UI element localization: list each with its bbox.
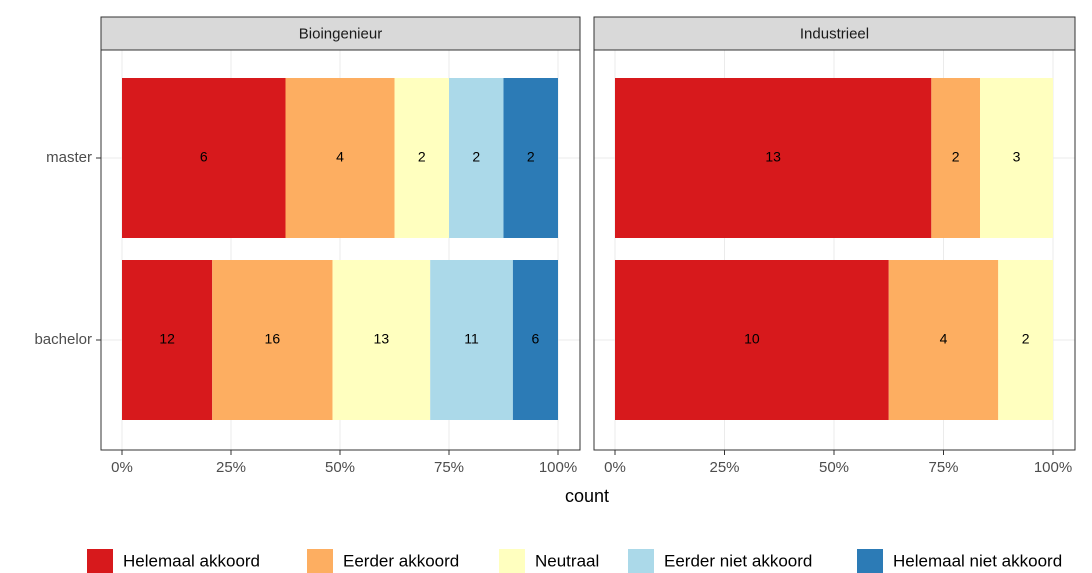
data-label: 3: [1013, 149, 1021, 165]
x-tick-label: 75%: [928, 459, 958, 476]
data-label: 2: [472, 149, 480, 165]
data-label: 13: [765, 149, 781, 165]
legend-swatch: [857, 549, 883, 573]
panel-border: [100, 49, 581, 451]
panel-title: Bioingenieur: [299, 25, 382, 42]
x-tick-label: 75%: [434, 459, 464, 476]
x-axis-label: count: [565, 486, 609, 506]
strip: [100, 16, 581, 51]
data-label: 4: [336, 149, 344, 165]
data-label: 10: [744, 331, 760, 347]
data-label: 11: [464, 331, 479, 347]
bar-segment: [980, 78, 1053, 238]
bar-segment: [931, 78, 980, 238]
bar-segment: [394, 78, 449, 238]
legend-label: Helemaal niet akkoord: [893, 551, 1062, 570]
data-label: 2: [527, 149, 535, 165]
bar-segment: [212, 260, 333, 420]
legend-label: Eerder niet akkoord: [664, 551, 812, 570]
data-label: 2: [418, 149, 426, 165]
y-tick-label: bachelor: [34, 331, 92, 348]
bar-segment: [503, 78, 558, 238]
bar-segment: [888, 260, 999, 420]
y-tick-label: master: [46, 149, 92, 166]
data-label: 2: [952, 149, 960, 165]
bar-segment: [449, 78, 504, 238]
x-tick-label: 50%: [819, 459, 849, 476]
bar-segment: [998, 260, 1053, 420]
bar-segment: [512, 260, 558, 420]
bar-segment: [430, 260, 513, 420]
data-label: 4: [940, 331, 948, 347]
data-label: 6: [532, 331, 540, 347]
legend-swatch: [628, 549, 654, 573]
data-label: 13: [374, 331, 390, 347]
data-label: 16: [265, 331, 281, 347]
x-tick-label: 0%: [604, 459, 626, 476]
x-tick-label: 0%: [111, 459, 133, 476]
x-tick-label: 25%: [216, 459, 246, 476]
legend-swatch: [307, 549, 333, 573]
bar-segment: [615, 78, 932, 238]
panel-border: [593, 49, 1076, 451]
legend-label: Helemaal akkoord: [123, 551, 260, 570]
bar-segment: [615, 260, 889, 420]
legend-label: Neutraal: [535, 551, 599, 570]
data-label: 2: [1022, 331, 1030, 347]
x-tick-label: 100%: [1034, 459, 1072, 476]
strip: [593, 16, 1076, 51]
bar-segment: [332, 260, 431, 420]
bar-segment: [285, 78, 395, 238]
bar-segment: [122, 260, 213, 420]
panel-title: Industrieel: [800, 25, 869, 42]
x-tick-label: 50%: [325, 459, 355, 476]
x-tick-label: 25%: [709, 459, 739, 476]
data-label: 12: [159, 331, 175, 347]
legend-swatch: [87, 549, 113, 573]
x-tick-label: 100%: [539, 459, 577, 476]
legend-label: Eerder akkoord: [343, 551, 459, 570]
bar-segment: [122, 78, 286, 238]
data-label: 6: [200, 149, 208, 165]
legend-swatch: [499, 549, 525, 573]
